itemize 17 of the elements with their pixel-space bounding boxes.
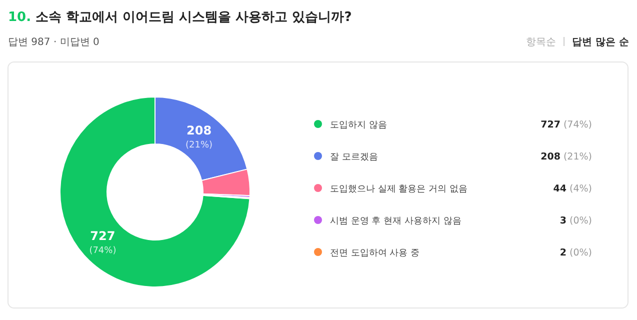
data-label: 44 (4%) <box>553 184 592 194</box>
text: 항목순 <box>526 37 556 48</box>
text: 727 (74%) <box>540 120 592 130</box>
chart-subtitle: 답변 987 · 미답변 0 <box>8 37 100 48</box>
chart-title: 10. 소속 학교에서 이어드림 시스템을 사용하고 있습니까? <box>8 10 352 25</box>
data-label: 727 (74%) <box>89 228 116 256</box>
legend-label: 전면 도입하여 사용 중 <box>330 248 420 258</box>
legend-label: 잘 모르겠음 <box>330 152 378 162</box>
donut-slice <box>60 96 250 288</box>
text: 208 (21%) <box>540 152 592 162</box>
data-label: 3 (0%) <box>560 216 592 226</box>
data-label: 2 (0%) <box>560 248 592 258</box>
legend-label: 도입했으나 실제 활용은 거의 없음 <box>330 184 468 194</box>
legend-label: 시범 운영 후 현재 사용하지 않음 <box>330 216 462 226</box>
data-label: 208 (21%) <box>186 124 213 151</box>
legend-label: 도입하지 않음 <box>330 120 387 130</box>
text: 답변 많은 순 <box>572 37 629 48</box>
